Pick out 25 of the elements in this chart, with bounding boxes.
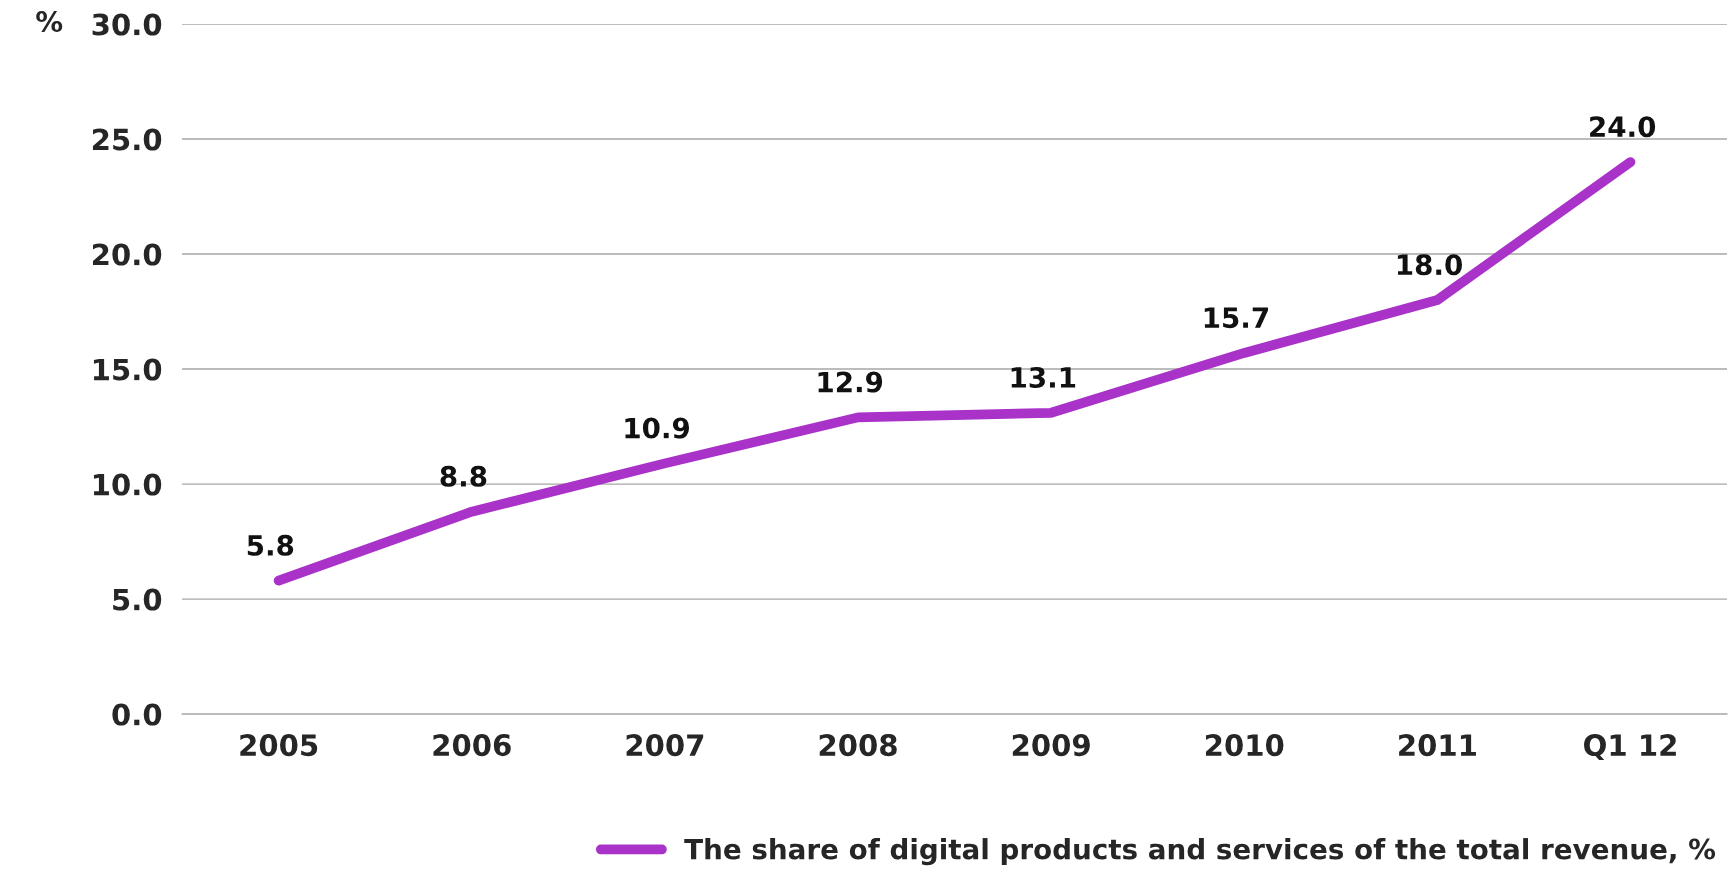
y-tick-label: 15.0 bbox=[93, 358, 162, 381]
x-tick-label: 2011 bbox=[1399, 734, 1476, 757]
x-tick-label: 2009 bbox=[1012, 734, 1090, 757]
text: 15.7 bbox=[1204, 307, 1268, 329]
text: 12.9 bbox=[818, 371, 883, 393]
y-axis-title: % bbox=[36, 11, 63, 33]
x-tick-label: 2005 bbox=[240, 734, 318, 757]
legend-label: The share of digital products and services of the total revenue, % bbox=[684, 838, 1716, 866]
y-tick-label: 10.0 bbox=[93, 473, 162, 496]
y-tick-label: 5.0 bbox=[113, 588, 162, 611]
x-tick-label: 2006 bbox=[433, 734, 511, 757]
x-tick-label: Q1 12 bbox=[1584, 734, 1676, 760]
text: 18.0 bbox=[1397, 254, 1462, 276]
text: 8.8 bbox=[440, 465, 487, 487]
y-tick-label: 0.0 bbox=[112, 703, 162, 726]
y-tick-label: 20.0 bbox=[92, 243, 162, 266]
y-tick-label: 30.0 bbox=[92, 13, 162, 36]
x-tick-label: 2010 bbox=[1205, 734, 1284, 757]
x-tick-label: 2008 bbox=[819, 734, 897, 757]
text: 24.0 bbox=[1590, 116, 1656, 138]
x-tick-label: 2007 bbox=[626, 734, 704, 757]
text: 13.1 bbox=[1011, 366, 1076, 388]
y-tick-label: 25.0 bbox=[92, 128, 162, 151]
text: 10.9 bbox=[625, 417, 690, 439]
text: 5.8 bbox=[247, 534, 294, 556]
